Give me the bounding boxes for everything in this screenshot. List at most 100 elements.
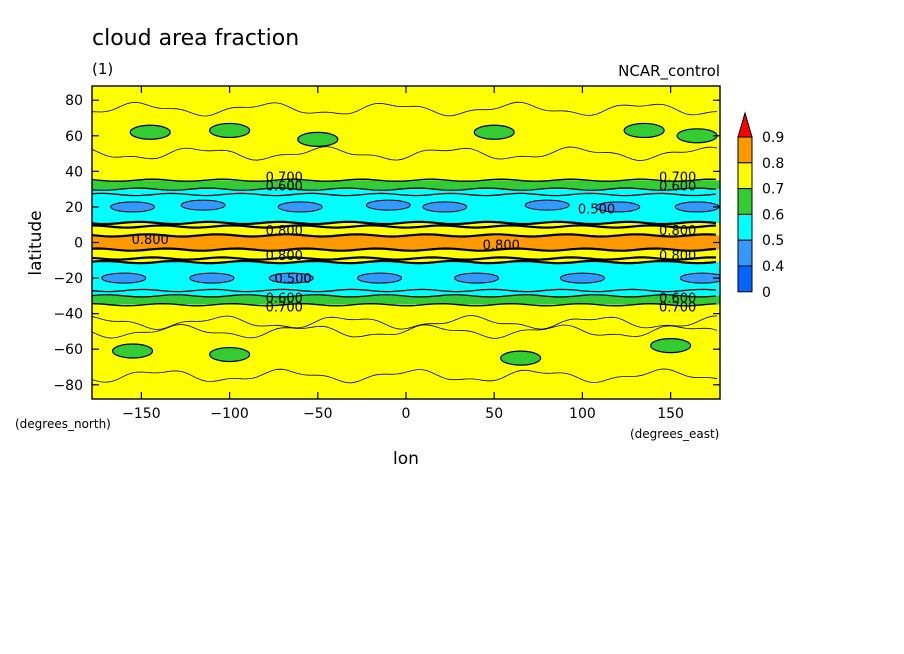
contour-label-14: 0.600 [659,292,696,307]
thin-contour-3 [92,368,718,384]
contour-label-2: 0.700 [659,171,696,186]
contour-label-10: 0.800 [659,249,696,264]
zonal-band-4 [92,222,720,227]
low-cloud-patch-7 [674,201,720,213]
contour-label-13: 0.700 [266,301,303,316]
y-tick-label-7: −60 [53,342,83,358]
colorbar-tick-label-6: 0.9 [762,130,784,146]
contour-label-9: 0.800 [659,224,696,239]
zonal-band-12 [92,304,720,399]
y-axis: 80 60 40 20 0 −20 −40 −60 −80 [53,93,720,394]
colorbar: 0 0.4 0.5 0.6 0.7 0.8 0.9 [737,111,784,301]
contour-line-3 [92,220,717,226]
zonal-band-6 [92,235,720,250]
zonal-band-11 [92,295,720,305]
x-tick-label-5: 100 [569,406,596,422]
contour-label-8: 0.800 [266,249,303,264]
x-tick-label-0: −150 [122,406,160,422]
x-tick-label-4: 50 [485,406,503,422]
x-axis: −150 −100 −50 0 50 100 150 [122,86,684,422]
x-axis-label: lon [393,449,419,469]
zonal-band-9 [92,262,720,291]
x-tick-label-1: −100 [210,406,248,422]
contour-line-4 [92,224,717,229]
low-cloud-patch-8 [101,272,147,284]
y-units-label: (degrees_north) [15,417,111,431]
y-tick-label-8: −80 [53,378,83,394]
zonal-band-10 [92,290,720,296]
y-tick-label-4: 0 [74,236,83,252]
colorbar-tick-label-1: 0.4 [762,259,784,275]
contour-line-11 [92,302,717,307]
contour-label-11: 0.500 [274,272,311,287]
low-cloud-patch-11 [357,272,403,284]
green-patch-1 [208,122,251,139]
low-cloud-patch-3 [277,201,323,213]
contour-label-0: 0.700 [266,171,303,186]
x-units-label: (degrees_east) [630,427,719,441]
colorbar-swatch-4 [737,239,753,267]
low-cloud-patch-6 [595,201,641,213]
x-tick-label-2: −50 [303,406,333,422]
y-tick-label-3: 20 [65,200,83,216]
low-cloud-patch-9 [189,272,235,284]
colorbar-swatch-5 [737,265,753,293]
green-patch-2 [297,131,339,147]
contour-label-1: 0.600 [266,180,303,195]
colorbar-overflow-arrow [737,111,753,138]
x-tick-label-6: 150 [657,406,684,422]
contour-label-7: 0.800 [266,224,303,239]
colorbar-tick-label-3: 0.6 [762,207,784,223]
contour-label-15: 0.700 [659,301,696,316]
low-cloud-patch-12 [454,272,500,284]
contour-label-12: 0.600 [266,292,303,307]
zonal-band-2 [92,189,720,195]
contour-label-5: 0.800 [132,233,169,248]
thin-contour-0 [92,315,718,330]
low-cloud-patch-5 [524,199,570,211]
low-cloud-patch-10 [268,272,314,284]
thin-contour-2 [92,324,718,339]
colorbar-swatch-2 [737,188,753,215]
green-patch-6 [111,343,154,359]
y-tick-label-5: −20 [53,271,83,287]
low-cloud-patch-4 [365,199,411,211]
thin-contour-4 [92,101,718,117]
contour-label-3: 0.600 [659,180,696,195]
green-patch-8 [500,350,542,366]
contour-label-6: 0.800 [483,238,520,253]
contour-line-2 [92,192,717,197]
green-patch-0 [129,124,171,140]
zonal-band-1 [92,180,720,190]
zonal-band-7 [92,249,720,259]
contour-line-1 [92,187,717,191]
colorbar-tick-label-2: 0.5 [762,233,784,249]
contour-line-6 [92,247,717,252]
green-patch-4 [623,122,665,139]
colorbar-tick-label-5: 0.8 [762,156,784,172]
contour-line-8 [92,259,717,265]
low-cloud-patch-2 [180,199,226,211]
contour-line-5 [92,233,717,238]
green-patch-5 [676,128,718,144]
chart-subtitle: (1) [92,60,113,78]
green-patch-7 [208,346,251,363]
y-tick-label-6: −40 [53,307,83,323]
low-cloud-patch-13 [559,272,605,284]
contour-label-4: 0.500 [578,203,615,218]
low-cloud-patch-1 [110,201,156,213]
contour-line-9 [92,288,717,293]
chart-title: cloud area fraction [92,26,299,51]
x-tick-label-3: 0 [402,406,411,422]
thin-contour-1 [92,146,718,161]
colorbar-tick-label-4: 0.7 [762,182,784,198]
y-axis-label: latitude [26,210,46,275]
zonal-band-0 [92,86,720,181]
zonal-band-5 [92,226,720,236]
y-tick-label-0: 80 [65,93,83,109]
colorbar-swatch-1 [737,162,753,190]
green-patch-3 [473,124,515,140]
colorbar-swatch-0 [737,136,753,164]
